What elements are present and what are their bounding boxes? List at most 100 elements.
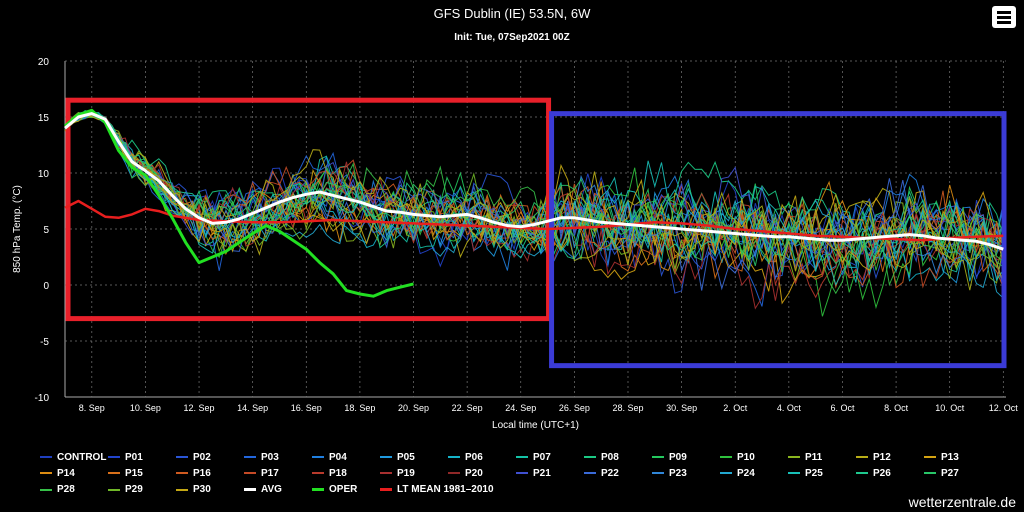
- legend-item[interactable]: P01: [108, 449, 176, 465]
- legend-swatch: [380, 487, 392, 491]
- legend-swatch: [244, 487, 256, 491]
- legend-item[interactable]: P06: [448, 449, 516, 465]
- legend-item[interactable]: P18: [312, 465, 380, 481]
- x-tick-label: 18. Sep: [344, 403, 375, 413]
- legend-item[interactable]: P29: [108, 482, 176, 498]
- legend-item[interactable]: P24: [720, 465, 788, 481]
- x-tick-label: 20. Sep: [398, 403, 429, 413]
- x-tick-label: 30. Sep: [666, 403, 697, 413]
- legend-label: LT MEAN 1981–2010: [397, 483, 494, 495]
- legend-swatch: [516, 472, 528, 474]
- legend-item[interactable]: P08: [584, 449, 652, 465]
- legend-item[interactable]: P16: [176, 465, 244, 481]
- x-tick-label: 8. Oct: [884, 403, 909, 413]
- legend-label: P03: [261, 451, 279, 463]
- x-tick-label: 2. Oct: [723, 403, 748, 413]
- ensemble-member-line: [64, 110, 1004, 289]
- ensemble-member-line: [64, 113, 1004, 289]
- legend-swatch: [40, 488, 52, 491]
- legend-swatch: [244, 456, 256, 458]
- legend-item[interactable]: P27: [924, 465, 992, 481]
- chart-title: GFS Dublin (IE) 53.5N, 6W: [433, 6, 591, 21]
- legend-swatch: [176, 472, 188, 474]
- legend-item[interactable]: P17: [244, 465, 312, 481]
- chart-subtitle: Init: Tue, 07Sep2021 00Z: [454, 32, 570, 43]
- legend-label: P09: [669, 451, 687, 463]
- ensemble-member-line: [64, 109, 1004, 305]
- legend-label: P21: [533, 467, 551, 479]
- legend-item[interactable]: P28: [40, 482, 108, 498]
- legend-swatch: [924, 472, 936, 474]
- legend-item[interactable]: P19: [380, 465, 448, 481]
- legend-swatch: [40, 456, 52, 458]
- x-tick-label: 8. Sep: [79, 403, 105, 413]
- legend-item[interactable]: P03: [244, 449, 312, 465]
- legend-item[interactable]: P14: [40, 465, 108, 481]
- legend-swatch: [720, 456, 732, 458]
- legend-item[interactable]: P23: [652, 465, 720, 481]
- legend-swatch: [856, 472, 868, 474]
- ensemble-member-line: [64, 114, 1004, 271]
- legend-swatch: [40, 472, 52, 474]
- legend-item[interactable]: P22: [584, 465, 652, 481]
- ensemble-member-line: [64, 112, 1004, 317]
- legend-item[interactable]: P12: [856, 449, 924, 465]
- x-tick-label: 10. Sep: [130, 403, 161, 413]
- hamburger-menu-icon[interactable]: [992, 6, 1016, 28]
- legend-swatch: [108, 472, 120, 474]
- legend-item[interactable]: P26: [856, 465, 924, 481]
- x-tick-label: 28. Sep: [612, 403, 643, 413]
- legend-swatch: [720, 472, 732, 474]
- legend-item[interactable]: OPER: [312, 481, 380, 497]
- lt-mean-line: [64, 199, 1004, 242]
- legend-label: P16: [193, 467, 211, 479]
- ensemble-member-line: [64, 110, 1004, 271]
- legend-swatch: [176, 456, 188, 458]
- legend-swatch: [108, 456, 120, 458]
- legend-item[interactable]: P13: [924, 449, 992, 465]
- y-tick-label: 15: [38, 113, 50, 124]
- legend-swatch: [244, 472, 256, 474]
- x-tick-label: 26. Sep: [559, 403, 590, 413]
- legend-label: P27: [941, 467, 959, 479]
- legend-swatch: [856, 456, 868, 458]
- legend-item[interactable]: P10: [720, 449, 788, 465]
- legend-item[interactable]: P21: [516, 465, 584, 481]
- legend-item[interactable]: P11: [788, 449, 856, 465]
- legend-label: P04: [329, 451, 347, 463]
- legend-item[interactable]: P15: [108, 465, 176, 481]
- legend-item[interactable]: P20: [448, 465, 516, 481]
- legend-swatch: [176, 488, 188, 491]
- legend-swatch: [312, 456, 324, 458]
- legend-swatch: [584, 456, 596, 458]
- legend-label: P28: [57, 484, 75, 495]
- legend-label: P25: [805, 467, 823, 479]
- legend-label: P20: [465, 467, 483, 479]
- y-tick-label: 20: [38, 57, 50, 68]
- chart-legend: CONTROL P01 P02 P03 P04 P05 P06 P07 P08 P09 P10 P11…: [40, 449, 1000, 498]
- legend-item[interactable]: P07: [516, 449, 584, 465]
- avg-line: [64, 112, 1004, 251]
- legend-item[interactable]: P09: [652, 449, 720, 465]
- legend-label: P07: [533, 451, 551, 463]
- legend-swatch: [924, 456, 936, 458]
- legend-item[interactable]: LT MEAN 1981–2010: [380, 481, 540, 497]
- ensemble-member-line: [64, 115, 1004, 284]
- x-tick-label: 14. Sep: [237, 403, 268, 413]
- legend-item[interactable]: P04: [312, 449, 380, 465]
- legend-swatch: [448, 472, 460, 474]
- x-tick-label: 10. Oct: [935, 403, 965, 413]
- legend-item[interactable]: P25: [788, 465, 856, 481]
- legend-label: P18: [329, 467, 347, 479]
- legend-item[interactable]: P30: [176, 482, 244, 498]
- y-tick-label: -10: [35, 393, 50, 404]
- watermark: wetterzentrale.de: [908, 494, 1016, 510]
- legend-item[interactable]: AVG: [244, 481, 312, 497]
- legend-item[interactable]: CONTROL: [40, 449, 108, 465]
- legend-item[interactable]: P02: [176, 449, 244, 465]
- legend-swatch: [312, 487, 324, 491]
- legend-item[interactable]: P05: [380, 449, 448, 465]
- legend-label: P29: [125, 484, 143, 495]
- legend-label: P22: [601, 467, 619, 479]
